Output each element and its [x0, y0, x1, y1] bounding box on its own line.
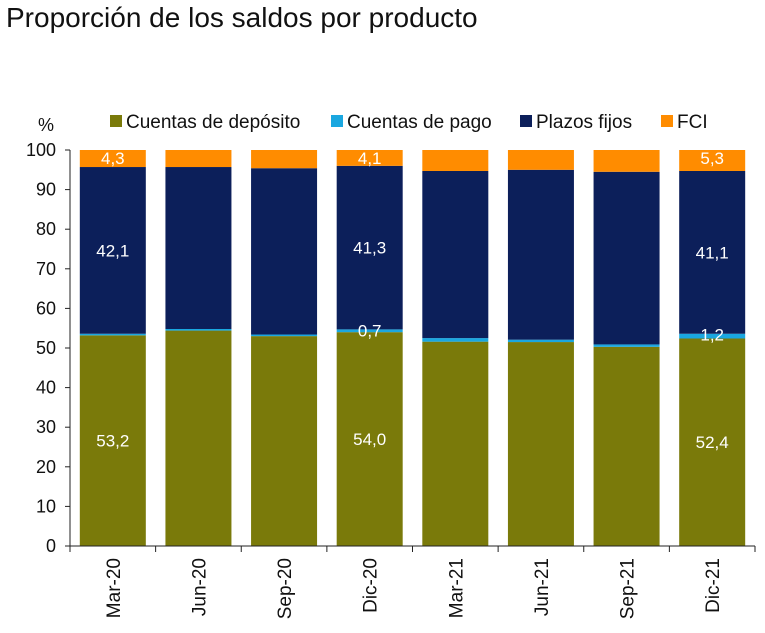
bar-cuentas-de-deposito-dic-20 [336, 332, 403, 546]
data-label-cuentas-de-pago-dic-21: 1,2 [700, 326, 724, 345]
data-label-fci-dic-20: 4,1 [358, 149, 382, 168]
x-tick-label-sep-21: Sep-21 [618, 558, 639, 619]
x-tick-label-jun-20: Jun-20 [189, 558, 210, 616]
bar-cuentas-de-deposito-jun-21 [507, 342, 574, 546]
legend-swatch-fci [661, 115, 673, 127]
y-tick-label: 0 [46, 536, 56, 556]
x-tick-label-dic-20: Dic-20 [361, 558, 382, 613]
bar-plazos-fijos-dic-20 [336, 165, 403, 330]
legend-swatch-cuentas-de-pago [331, 115, 343, 127]
legend-label-cuentas-de-pago: Cuentas de pago [347, 112, 492, 133]
x-tick-label-mar-20: Mar-20 [104, 558, 125, 618]
x-tick-label-mar-21: Mar-21 [446, 558, 467, 618]
bar-cuentas-de-deposito-mar-21 [422, 341, 489, 546]
bar-cuentas-de-pago-jun-21 [507, 339, 574, 343]
bar-fci-dic-20 [336, 150, 403, 166]
legend-swatch-cuentas-de-deposito [110, 115, 122, 127]
bar-cuentas-de-pago-sep-21 [593, 344, 660, 347]
legend-swatch-plazos-fijos [520, 115, 532, 127]
y-tick-label: 90 [36, 180, 56, 200]
bar-cuentas-de-pago-mar-21 [422, 338, 489, 342]
y-tick-label: 60 [36, 298, 56, 318]
y-axis-unit-label: % [38, 115, 54, 135]
chart-title: Proporción de los saldos por producto [6, 2, 478, 33]
y-tick-label: 10 [36, 496, 56, 516]
bar-fci-jun-21 [507, 150, 574, 170]
y-tick-label: 20 [36, 457, 56, 477]
bar-plazos-fijos-dic-21 [679, 170, 746, 334]
bar-cuentas-de-deposito-dic-21 [679, 338, 746, 546]
bar-plazos-fijos-jun-20 [165, 167, 232, 329]
y-tick-label: 50 [36, 338, 56, 358]
data-label-cuentas-de-deposito-dic-20: 54,0 [353, 430, 386, 449]
legend-label-cuentas-de-deposito: Cuentas de depósito [126, 112, 300, 133]
legend-label-fci: FCI [677, 112, 708, 133]
data-label-fci-dic-21: 5,3 [700, 149, 724, 168]
bar-fci-sep-21 [593, 150, 660, 172]
bar-fci-mar-20 [79, 150, 146, 168]
legend-label-plazos-fijos: Plazos fijos [536, 112, 632, 133]
bar-plazos-fijos-jun-21 [507, 169, 574, 340]
bar-cuentas-de-deposito-sep-21 [593, 346, 660, 546]
x-tick-label-sep-20: Sep-20 [275, 558, 296, 619]
data-label-plazos-fijos-dic-21: 41,1 [696, 243, 729, 262]
y-axis: 0 10 20 30 40 50 60 70 80 90 100 [26, 140, 71, 556]
bar-cuentas-de-pago-mar-20 [79, 333, 146, 336]
data-label-cuentas-de-deposito-dic-21: 52,4 [696, 433, 729, 452]
bar-cuentas-de-pago-sep-20 [251, 334, 318, 337]
bar-cuentas-de-pago-dic-21 [679, 333, 746, 339]
bar-cuentas-de-pago-dic-20 [336, 329, 403, 333]
data-label-plazos-fijos-dic-20: 41,3 [353, 239, 386, 258]
data-label-cuentas-de-deposito-mar-20: 53,2 [96, 432, 129, 451]
bar-fci-sep-20 [251, 150, 318, 169]
y-tick-label: 80 [36, 219, 56, 239]
data-labels: 53,2 42,1 4,3 54,0 0,7 41,3 4,1 52,4 1,2 41,1 5,3 [96, 149, 728, 452]
legend: Cuentas de depósito Cuentas de pago Plazos… [110, 112, 708, 133]
data-label-fci-mar-20: 4,3 [101, 149, 125, 168]
bar-fci-dic-21 [679, 150, 746, 171]
bar-plazos-fijos-mar-21 [422, 170, 489, 339]
x-tick-label-jun-21: Jun-21 [532, 558, 553, 616]
y-tick-label: 70 [36, 259, 56, 279]
x-axis: Mar-20 Jun-20 Sep-20 Dic-20 Mar-21 Jun-21 Sep-… [69, 545, 756, 619]
bar-cuentas-de-deposito-sep-20 [251, 336, 318, 546]
bar-plazos-fijos-sep-21 [593, 171, 660, 345]
bar-fci-jun-20 [165, 150, 232, 168]
y-tick-label: 30 [36, 417, 56, 437]
data-label-cuentas-de-pago-dic-20: 0,7 [358, 321, 382, 340]
bar-fci-mar-21 [422, 150, 489, 171]
bar-plazos-fijos-mar-20 [79, 167, 146, 334]
bars [79, 150, 746, 546]
bar-plazos-fijos-sep-20 [251, 168, 318, 335]
y-tick-label: 100 [26, 140, 56, 160]
x-tick-label-dic-21: Dic-21 [703, 558, 724, 613]
y-tick-label: 40 [36, 378, 56, 398]
bar-cuentas-de-deposito-jun-20 [165, 330, 232, 546]
bar-cuentas-de-pago-jun-20 [165, 328, 232, 331]
bar-cuentas-de-deposito-mar-20 [79, 335, 146, 546]
data-label-plazos-fijos-mar-20: 42,1 [96, 241, 129, 260]
